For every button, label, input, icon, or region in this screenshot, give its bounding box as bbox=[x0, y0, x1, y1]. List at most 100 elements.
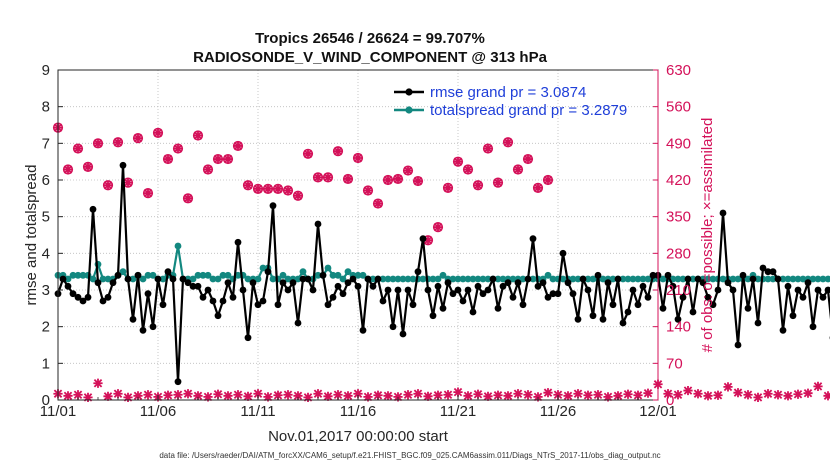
totalspread-point bbox=[269, 275, 277, 283]
totalspread-point bbox=[499, 275, 507, 283]
rmse-point bbox=[459, 297, 467, 305]
x-tick-label: 11/01 bbox=[40, 403, 76, 420]
rmse-point bbox=[219, 297, 227, 305]
rmse-point bbox=[804, 279, 812, 287]
left-y-tick-label: 2 bbox=[42, 319, 50, 336]
rmse-point bbox=[724, 279, 732, 287]
rmse-point bbox=[469, 308, 477, 316]
rmse-point bbox=[749, 275, 757, 283]
obs-rejected-point bbox=[353, 389, 363, 399]
rmse-point bbox=[409, 301, 417, 309]
rmse-point bbox=[449, 290, 457, 298]
totalspread-point bbox=[354, 271, 362, 279]
rmse-point bbox=[389, 323, 397, 331]
obs-assimilated-point bbox=[183, 193, 193, 203]
rmse-point bbox=[479, 290, 487, 298]
rmse-point bbox=[339, 290, 347, 298]
rmse-point bbox=[699, 279, 707, 287]
rmse-point bbox=[274, 301, 282, 309]
obs-rejected-point bbox=[273, 390, 283, 400]
rmse-point bbox=[224, 279, 232, 287]
obs-rejected-point bbox=[433, 390, 443, 400]
rmse-point bbox=[534, 282, 542, 290]
rmse-point bbox=[184, 279, 192, 287]
totalspread-point bbox=[484, 275, 492, 283]
totalspread-point bbox=[459, 275, 467, 283]
totalspread-point bbox=[429, 275, 437, 283]
totalspread-point bbox=[634, 275, 642, 283]
obs-rejected-point bbox=[313, 389, 323, 399]
totalspread-point bbox=[359, 271, 367, 279]
totalspread-point bbox=[624, 275, 632, 283]
obs-rejected-point bbox=[643, 388, 653, 398]
obs-rejected-point bbox=[423, 391, 433, 401]
rmse-point bbox=[439, 304, 447, 312]
right-y-tick-label: 70 bbox=[666, 355, 683, 372]
rmse-point bbox=[634, 301, 642, 309]
rmse-point bbox=[159, 301, 167, 309]
totalspread-point bbox=[119, 268, 127, 276]
rmse-point bbox=[194, 282, 202, 290]
legend-totalspread-marker bbox=[405, 106, 413, 114]
rmse-point bbox=[279, 279, 287, 287]
right-y-tick-label: 630 bbox=[666, 62, 691, 79]
rmse-point bbox=[554, 290, 562, 298]
rmse-point bbox=[764, 268, 772, 276]
rmse-point bbox=[399, 330, 407, 338]
rmse-point bbox=[489, 275, 497, 283]
rmse-point bbox=[144, 290, 152, 298]
rmse-point bbox=[434, 282, 442, 290]
totalspread-point bbox=[379, 275, 387, 283]
rmse-point bbox=[664, 271, 672, 279]
totalspread-point bbox=[314, 271, 322, 279]
obs-rejected-point bbox=[403, 390, 413, 400]
rmse-point bbox=[564, 279, 572, 287]
rmse-point bbox=[204, 286, 212, 294]
obs-assimilated-point bbox=[143, 188, 153, 198]
rmse-point bbox=[139, 326, 147, 334]
obs-assimilated-point bbox=[173, 143, 183, 154]
totalspread-point bbox=[294, 275, 302, 283]
rmse-point bbox=[824, 286, 830, 294]
totalspread-point bbox=[619, 275, 627, 283]
obs-rejected-point bbox=[603, 392, 613, 402]
obs-assimilated-point bbox=[423, 235, 433, 245]
totalspread-point bbox=[434, 275, 442, 283]
rmse-point bbox=[94, 279, 102, 287]
obs-rejected-point bbox=[713, 390, 723, 400]
rmse-point bbox=[544, 293, 552, 301]
totalspread-point bbox=[89, 275, 97, 283]
rmse-point bbox=[169, 275, 177, 283]
totalspread-point bbox=[129, 275, 137, 283]
rmse-point bbox=[684, 275, 692, 283]
rmse-point bbox=[424, 286, 432, 294]
totalspread-point bbox=[464, 275, 472, 283]
totalspread-point bbox=[799, 275, 807, 283]
x-tick-label: 11/21 bbox=[440, 403, 476, 420]
totalspread-point bbox=[609, 275, 617, 283]
obs-rejected-point bbox=[333, 390, 343, 400]
rmse-point bbox=[359, 326, 367, 334]
obs-rejected-point bbox=[233, 390, 243, 400]
obs-rejected-point bbox=[253, 389, 263, 399]
rmse-point bbox=[559, 249, 567, 257]
rmse-point bbox=[594, 271, 602, 279]
obs-rejected-point bbox=[203, 392, 213, 402]
obs-rejected-point bbox=[493, 390, 503, 400]
rmse-point bbox=[669, 282, 677, 290]
right-y-tick-label: 490 bbox=[666, 135, 691, 152]
totalspread-point bbox=[589, 275, 597, 283]
rmse-point bbox=[79, 297, 87, 305]
totalspread-point bbox=[769, 275, 777, 283]
legend: rmse grand pr = 3.0874 totalspread grand… bbox=[394, 84, 627, 119]
obs-assimilated-point bbox=[123, 178, 133, 188]
rmse-point bbox=[719, 209, 727, 217]
obs-rejected-point bbox=[723, 382, 733, 392]
totalspread-point bbox=[734, 275, 742, 283]
rmse-point bbox=[429, 312, 437, 320]
obs-assimilated-point bbox=[163, 154, 173, 164]
totalspread-point bbox=[69, 271, 77, 279]
totalspread-point bbox=[244, 275, 252, 283]
rmse-point bbox=[519, 301, 527, 309]
obs-rejected-point bbox=[763, 389, 773, 399]
